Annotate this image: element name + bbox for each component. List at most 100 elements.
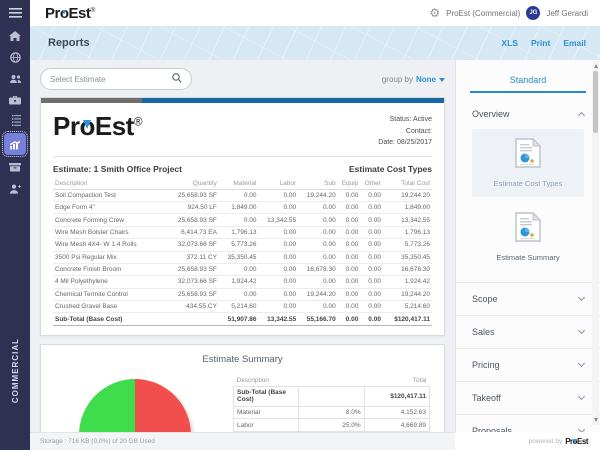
table-cell: 6,414.73 EA — [169, 226, 219, 240]
nav-reports[interactable] — [0, 131, 30, 157]
top-bar: ProEst® ⚙ ProEst (Commercial) JG Jeff Ge… — [30, 0, 600, 26]
table-cell: 0.00 — [337, 288, 361, 302]
table-cell: 1,849.00 — [382, 201, 432, 215]
nav-contacts[interactable] — [0, 68, 30, 89]
nav-admin[interactable] — [0, 157, 30, 178]
user-name[interactable]: Jeff Gerardi — [546, 8, 588, 18]
table-cell: 0.00 — [360, 275, 383, 289]
report-page-cost-types: ProEst® Status: Active Contact: Date: 08… — [40, 97, 445, 336]
section-takeoff[interactable]: Takeoff — [456, 380, 600, 414]
nav-projects[interactable] — [0, 89, 30, 110]
summary-title: Estimate Summary — [202, 353, 283, 365]
table-cell: 0.00 — [258, 226, 299, 240]
section-sales[interactable]: Sales — [456, 314, 600, 348]
report-viewer: group by None ProEst® Status: Active Con… — [30, 60, 455, 432]
menu-button[interactable] — [0, 0, 30, 26]
cost-pie-chart — [79, 378, 191, 432]
search-icon — [172, 70, 182, 88]
table-row: Crushed Gravel Base 434.55 CY 5,214.60 0.00… — [53, 300, 432, 314]
table-cell: 0.00 — [298, 226, 338, 240]
date-value: 08/25/2017 — [396, 139, 432, 147]
table-cell: 0.00 — [218, 189, 259, 203]
group-by-dropdown[interactable]: group by None — [382, 75, 445, 84]
chevron-down-icon — [577, 293, 586, 302]
table-cell: 0.00 — [258, 201, 299, 215]
summary-cell: Sub-Total (Base Cost) — [232, 385, 300, 407]
table-cell: 0.00 — [298, 201, 338, 215]
search-input[interactable] — [50, 74, 160, 84]
table-cell: 0.00 — [337, 251, 361, 264]
nav-user-management[interactable] — [0, 178, 30, 199]
chevron-up-icon — [577, 111, 586, 120]
report-item-cost-types[interactable]: Estimate Cost Types — [472, 129, 584, 198]
action-email[interactable]: Email — [563, 38, 586, 48]
table-cell: 0.00 — [298, 213, 338, 227]
table-cell: 0.00 — [360, 300, 383, 314]
table-cell: 19,244.20 — [382, 288, 432, 302]
menu-icon — [8, 8, 22, 18]
table-cell: Concrete Finish Broom — [53, 263, 170, 277]
table-cell: 1,796.13 — [218, 226, 259, 240]
section-scope[interactable]: Scope — [456, 281, 600, 315]
report-doc-icon — [515, 137, 542, 172]
left-nav-rail: COMMERCIAL — [0, 0, 30, 450]
table-cell: 0.00 — [258, 251, 299, 264]
action-print[interactable]: Print — [530, 38, 551, 48]
nav-estimates[interactable] — [0, 110, 30, 131]
scroll-down-arrow-icon[interactable] — [593, 418, 598, 422]
section-label: Scope — [472, 293, 498, 304]
tab-underline — [470, 91, 586, 93]
cost-table-header: Description Quantity Material Labor Sub Equip… — [53, 177, 432, 190]
table-cell: 4 Mil Polyethylene — [53, 275, 170, 289]
status-value: Active — [412, 116, 432, 123]
home-icon — [9, 31, 21, 42]
section-proposals[interactable]: Proposals — [456, 413, 600, 447]
table-cell: 0.00 — [258, 238, 299, 252]
section-pricing[interactable]: Pricing — [456, 347, 600, 381]
tab-standard[interactable]: Standard — [509, 75, 547, 85]
summary-cell: 4,669.89 — [363, 418, 431, 432]
user-plus-icon — [9, 184, 21, 194]
table-cell: 1,924.42 — [382, 275, 432, 289]
table-row: Edge Form 4" 924.50 LF 1,849.00 0.00 0.00 0.0… — [53, 201, 432, 215]
edition-label: COMMERCIAL — [10, 337, 20, 403]
table-cell: 0.00 — [258, 275, 299, 289]
archive-icon — [9, 163, 21, 172]
table-cell: 25,658.93 SF — [169, 189, 219, 203]
panel-scrollbar[interactable] — [592, 61, 599, 425]
divider — [53, 155, 432, 157]
section-overview[interactable]: Overview — [456, 93, 600, 127]
table-cell: 434.55 CY — [169, 300, 219, 314]
nav-home[interactable] — [0, 26, 30, 47]
table-cell: 25,658.93 SF — [169, 213, 219, 227]
table-cell — [169, 312, 219, 326]
table-cell: 0.00 — [337, 189, 361, 203]
user-avatar[interactable]: JG — [526, 6, 541, 20]
table-cell: 0.00 — [360, 251, 383, 264]
table-cell: 55,166.70 — [298, 312, 338, 326]
storage-footer: Storage : 716 KB (0.0%) of 20 GB Used — [30, 432, 455, 450]
report-page-summary: Estimate Summary Description Total Sub-To… — [40, 343, 445, 432]
nav-dashboard[interactable] — [0, 47, 30, 68]
summary-row: Material 8.0% 4,152.63 — [232, 405, 431, 420]
estimate-search[interactable] — [40, 68, 192, 90]
section-label: Pricing — [472, 359, 500, 370]
scrollbar-thumb[interactable] — [593, 71, 598, 133]
report-item-summary[interactable]: Estimate Summary — [472, 203, 584, 271]
settings-gear-icon[interactable]: ⚙ — [429, 6, 441, 20]
cost-table: Description Quantity Material Labor Sub Equip… — [53, 177, 432, 326]
table-cell: Wire Mesh Bolster Chairs — [53, 226, 170, 240]
overview-items: Estimate Cost Types Estimate Summary — [456, 129, 600, 272]
table-cell: 0.00 — [218, 288, 259, 302]
table-cell: 35,350.45 — [218, 251, 259, 264]
action-xls[interactable]: XLS — [501, 38, 518, 48]
chart-icon — [9, 139, 21, 150]
table-cell: 0.00 — [298, 275, 338, 289]
column-header: Other — [360, 177, 383, 190]
table-cell: 5,214.60 — [382, 300, 432, 314]
account-label[interactable]: ProEst (Commercial) — [446, 8, 521, 18]
scroll-up-arrow-icon[interactable] — [593, 64, 598, 68]
table-cell: 16,678.30 — [382, 263, 432, 277]
table-cell: 0.00 — [360, 226, 383, 240]
table-cell: 0.00 — [337, 201, 361, 215]
